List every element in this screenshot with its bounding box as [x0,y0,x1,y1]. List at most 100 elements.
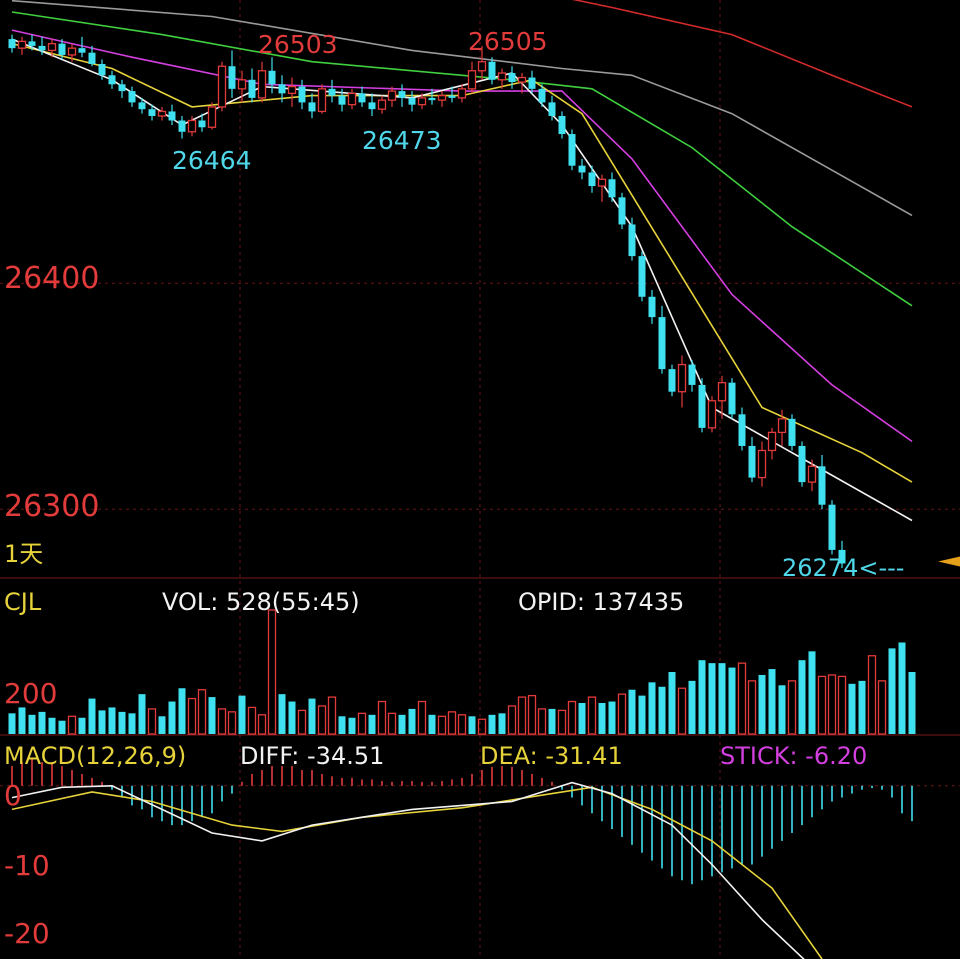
candle-body [798,445,806,483]
candle-body [178,120,186,132]
volume-bar [698,660,706,734]
volume-bar [617,693,627,735]
volume-bar [178,688,186,734]
volume-bar [437,715,447,735]
candle-body [58,43,66,55]
volume-bar [197,689,207,735]
volume-bar [848,683,856,734]
annotation-high-left: 26503 [258,30,338,59]
volume-axis-label-200: 200 [4,677,58,710]
volume-bar [118,711,126,734]
candle-body [417,97,427,106]
candle-body [677,363,687,393]
volume-bar [138,694,146,734]
volume-bar [158,716,166,734]
volume-bar [247,706,257,735]
candle-body [108,75,116,85]
candle-body [788,418,796,446]
volume-bar [387,712,397,735]
volume-bar [227,711,237,735]
volume-bar [58,720,66,734]
candle-body [28,41,36,46]
volume-value: VOL: 528(55:45) [162,588,360,616]
volume-bar [417,700,427,735]
candle-body [767,431,777,452]
macd-panel-title[interactable]: MACD(12,26,9) [4,742,187,770]
candle-body [548,102,556,116]
candle-body [488,61,496,80]
volume-panel-title[interactable]: CJL [4,588,42,616]
candle-body [408,97,416,105]
volume-bar [677,687,687,735]
candle-body [198,120,206,128]
volume-bar [368,714,376,734]
volume-bar [28,714,36,734]
candle-body [558,115,566,135]
candle-body [738,414,746,446]
candle-body [428,97,436,101]
volume-bar [648,682,656,734]
candle-body [8,39,16,49]
volume-bar [587,696,597,735]
volume-bar [18,707,26,734]
volume-bar [527,694,537,735]
macd-diff-value: DIFF: -34.51 [240,742,385,770]
price-ma20-line [11,29,913,443]
volume-bar [628,689,636,734]
volume-bar [128,713,136,734]
price-ma120-line [571,0,913,108]
volume-bar [357,712,367,735]
volume-bar [98,710,106,734]
candle-body [38,45,46,51]
volume-bar [338,716,346,734]
volume-bar [288,701,296,734]
volume-bar [477,718,487,735]
volume-bar [728,667,736,734]
candle-body [287,85,297,95]
volume-bar [888,648,896,734]
price-axis-label-26300: 26300 [4,489,100,524]
candle-body [128,91,136,103]
volume-bar [507,705,517,735]
candle-body [748,445,756,478]
volume-bar [638,695,646,734]
candle-body [387,90,397,101]
candle-body [347,92,357,106]
candle-body [757,449,767,479]
annotation-high-right: 26505 [468,27,548,56]
macd-diff-line [11,781,805,959]
candle-body [568,134,576,166]
volume-bar [808,651,816,734]
macd-dea-line [11,786,823,959]
volume-bar [238,695,246,734]
candle-body [457,88,467,99]
volume-bar [867,655,877,735]
candle-body [88,52,96,64]
candle-body [628,224,636,257]
volume-bar [827,674,837,735]
candle-body [157,110,167,117]
candle-body [138,102,146,110]
volume-bar [208,697,216,734]
volume-bar [898,642,906,734]
candle-body [257,70,267,99]
candle-body [237,79,247,90]
candle-body [278,84,286,94]
period-label[interactable]: 1天 [4,540,44,568]
volume-bar [168,701,176,734]
volume-bar [147,708,157,735]
candle-body [47,42,57,52]
candle-body [268,70,276,85]
volume-bar [578,703,586,734]
volume-bar [327,696,337,735]
candle-body [118,84,126,92]
candle-body [228,66,236,89]
volume-bar [257,714,267,735]
volume-bar [278,694,286,734]
candle-body [828,504,836,550]
candle-body [248,79,256,98]
candle-body [588,172,596,187]
macd-axis-label-0: 0 [4,779,22,812]
volume-bar [67,715,77,735]
volume-bar [108,707,116,734]
